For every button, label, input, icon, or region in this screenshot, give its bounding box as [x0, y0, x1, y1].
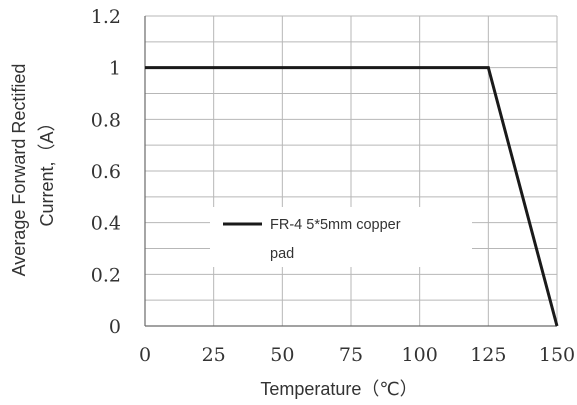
- x-tick-label: 75: [339, 344, 363, 366]
- y-axis-title-line2: Current,（A）: [37, 113, 57, 226]
- x-tick-label: 125: [470, 344, 506, 366]
- legend: FR-4 5*5mm copper pad: [210, 207, 472, 267]
- legend-background: [210, 207, 472, 267]
- x-tick-label: 0: [139, 344, 151, 366]
- y-axis-title-line1: Average Forward Rectified: [9, 64, 29, 277]
- grid: [145, 15, 558, 326]
- y-tick-label: 0.4: [91, 213, 121, 235]
- y-tick-labels: 0 0.2 0.4 0.6 0.8 1 1.2: [91, 6, 121, 338]
- y-tick-label: 0.6: [91, 161, 121, 183]
- y-tick-label: 1: [109, 58, 121, 80]
- x-tick-label: 25: [202, 344, 226, 366]
- y-tick-label: 0: [109, 316, 121, 338]
- series-line: [145, 66, 559, 327]
- x-tick-labels: 0 25 50 75 100 125 150: [139, 344, 575, 366]
- x-tick-label: 150: [539, 344, 575, 366]
- legend-label-line1: FR-4 5*5mm copper: [270, 217, 401, 233]
- y-tick-label: 1.2: [91, 6, 121, 28]
- y-tick-label: 0.8: [91, 109, 121, 131]
- y-tick-label: 0.2: [91, 264, 121, 286]
- x-axis-title: Temperature（℃）: [260, 379, 417, 399]
- series: [145, 66, 559, 327]
- x-tick-label: 50: [270, 344, 294, 366]
- x-tick-label: 100: [402, 344, 438, 366]
- legend-label-line2: pad: [270, 246, 294, 262]
